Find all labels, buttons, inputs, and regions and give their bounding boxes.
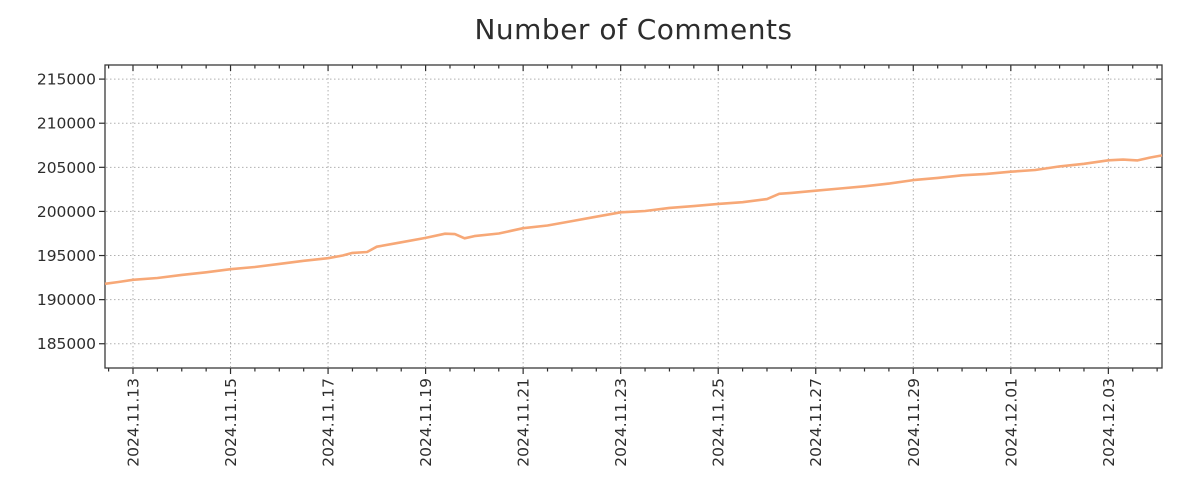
x-tick-label: 2024.11.21 (515, 378, 533, 467)
x-tick-label: 2024.11.15 (222, 378, 240, 467)
x-tick-label: 2024.11.17 (320, 378, 338, 467)
x-tick-label: 2024.12.03 (1100, 378, 1118, 467)
y-tick-label: 200000 (37, 203, 96, 221)
y-tick-label: 205000 (37, 159, 96, 177)
series-line (104, 154, 1163, 286)
x-tick-label: 2024.11.19 (417, 378, 435, 467)
x-tick-label: 2024.11.13 (124, 378, 142, 467)
chart-title: Number of Comments (474, 13, 793, 46)
y-tick-label: 185000 (37, 335, 96, 353)
plot-border (104, 64, 1163, 369)
y-tick-label: 195000 (37, 247, 96, 265)
x-tick-label: 2024.11.29 (905, 378, 923, 467)
x-tick-label: 2024.11.27 (807, 378, 825, 467)
y-tick-label: 210000 (37, 115, 96, 133)
x-tick-label: 2024.11.23 (612, 378, 630, 467)
y-tick-label: 190000 (37, 291, 96, 309)
y-tick-label: 215000 (37, 71, 96, 89)
x-tick-label: 2024.12.01 (1002, 378, 1020, 467)
x-tick-label: 2024.11.25 (710, 378, 728, 467)
